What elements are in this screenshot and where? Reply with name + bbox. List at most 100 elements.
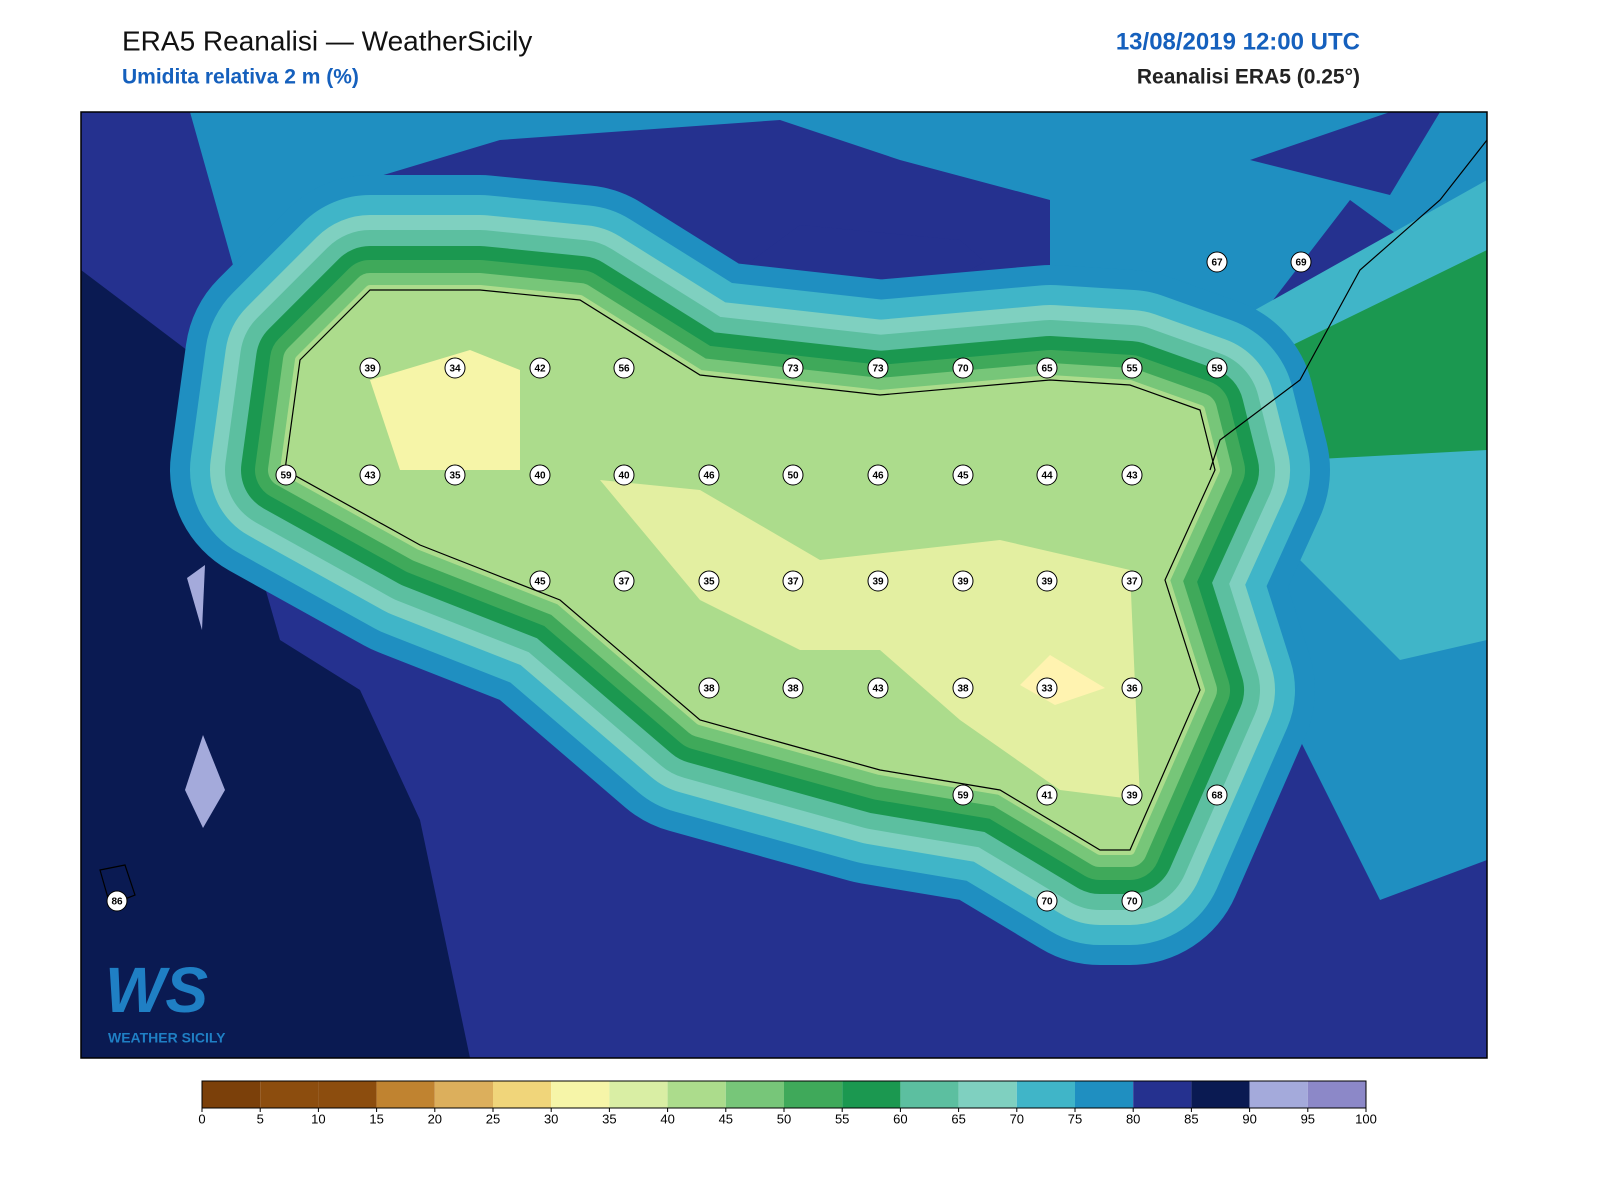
station-value: 43	[364, 471, 376, 482]
colorbar: 0 5 10 15 20 25 30 35 40 45 50 55 60 65 70 75 80 85 90 95 10…	[198, 1080, 1377, 1126]
colorbar-bin	[667, 1081, 726, 1108]
colorbar-bin	[609, 1081, 668, 1108]
station-value: 45	[957, 471, 969, 482]
station-marker	[359, 464, 381, 486]
station-value: 44	[1041, 471, 1053, 482]
station-value: 41	[1041, 791, 1053, 802]
colorbar-bin	[551, 1081, 610, 1108]
station-value: 73	[872, 364, 884, 375]
station-value: 56	[618, 364, 630, 375]
station-value: 43	[1126, 471, 1138, 482]
station-marker	[1036, 570, 1058, 592]
colorbar-tick-label: 40	[660, 1111, 674, 1126]
colorbar-tick-label: 65	[951, 1111, 965, 1126]
station-marker	[1206, 784, 1228, 806]
station-marker	[952, 570, 974, 592]
station-marker	[698, 570, 720, 592]
colorbar-tick-label: 20	[428, 1111, 442, 1126]
coastline	[1209, 139, 1487, 471]
band	[370, 350, 520, 470]
station-value: 59	[1211, 364, 1223, 375]
colorbar-tick-label: 70	[1010, 1111, 1024, 1126]
station-marker	[867, 570, 889, 592]
colorbar-bin	[1133, 1081, 1192, 1108]
colorbar-bin	[958, 1081, 1017, 1108]
station-value: 35	[703, 577, 715, 588]
band	[750, 225, 985, 285]
colorbar-tick-label: 10	[311, 1111, 325, 1126]
colorbar-bin	[842, 1081, 901, 1108]
station-value: 40	[534, 471, 546, 482]
station-value: 37	[1126, 577, 1138, 588]
station-marker	[1290, 251, 1312, 273]
coastline	[284, 289, 1216, 851]
colorbar-tick-label: 90	[1242, 1111, 1256, 1126]
colorbar-tick-label: 15	[369, 1111, 383, 1126]
island	[99, 864, 136, 906]
logo-caption: WEATHER SICILY	[108, 1030, 226, 1046]
station-marker	[698, 464, 720, 486]
station-marker	[867, 677, 889, 699]
station-value: 37	[618, 577, 630, 588]
colorbar-tick-label: 100	[1355, 1111, 1377, 1126]
colorbar-bin	[1191, 1081, 1250, 1108]
station-marker	[1036, 784, 1058, 806]
station-marker	[1121, 357, 1143, 379]
station-value: 34	[449, 364, 461, 375]
station-value: 67	[1211, 258, 1223, 269]
patch	[185, 735, 225, 828]
colorbar-bin	[376, 1081, 435, 1108]
title: ERA5 Reanalisi — WeatherSicily	[122, 25, 532, 56]
station-value: 46	[703, 471, 715, 482]
station-value: 39	[364, 364, 376, 375]
station-marker	[1121, 464, 1143, 486]
station-value: 33	[1041, 684, 1053, 695]
station-marker	[1036, 464, 1058, 486]
station-value: 38	[957, 684, 969, 695]
station-value: 70	[957, 364, 969, 375]
station-marker	[529, 464, 551, 486]
station-marker	[444, 464, 466, 486]
station-marker	[782, 464, 804, 486]
station-value: 46	[872, 471, 884, 482]
station-marker	[1121, 784, 1143, 806]
station-marker	[1206, 251, 1228, 273]
station-value: 68	[1211, 791, 1223, 802]
station-marker	[952, 357, 974, 379]
colorbar-bin	[493, 1081, 552, 1108]
colorbar-bin	[434, 1081, 493, 1108]
station-marker	[1121, 677, 1143, 699]
colorbar-tick-label: 60	[893, 1111, 907, 1126]
stations: 39 34 42 56 73 73 70 65 55 59 67 69 59 43 35 40 40 46 50 46…	[106, 251, 1312, 912]
station-value: 36	[1126, 684, 1138, 695]
colorbar-bin	[1075, 1081, 1134, 1108]
station-value: 39	[1041, 577, 1053, 588]
station-marker	[698, 677, 720, 699]
station-value: 43	[872, 684, 884, 695]
station-marker	[782, 570, 804, 592]
station-marker	[1036, 357, 1058, 379]
station-marker	[952, 677, 974, 699]
station-marker	[613, 570, 635, 592]
colorbar-bin	[1249, 1081, 1308, 1108]
station-value: 39	[957, 577, 969, 588]
station-value: 73	[787, 364, 799, 375]
station-marker	[275, 464, 297, 486]
colorbar-bin	[900, 1081, 959, 1108]
colorbar-bin	[1307, 1081, 1366, 1108]
map-frame	[80, 111, 1488, 1059]
map: 39 34 42 56 73 73 70 65 55 59 67 69 59 43 35 40 40 46 50 46…	[81, 112, 1487, 1058]
station-value: 59	[280, 471, 292, 482]
colorbar-bin	[318, 1081, 377, 1108]
station-marker	[1036, 677, 1058, 699]
patch	[187, 565, 205, 630]
station-marker	[1206, 357, 1228, 379]
station-marker	[1036, 890, 1058, 912]
station-marker	[1121, 890, 1143, 912]
colorbar-tick-label: 80	[1126, 1111, 1140, 1126]
station-value: 59	[957, 791, 969, 802]
station-marker	[952, 784, 974, 806]
colorbar-tick-label: 95	[1301, 1111, 1315, 1126]
station-value: 39	[1126, 791, 1138, 802]
